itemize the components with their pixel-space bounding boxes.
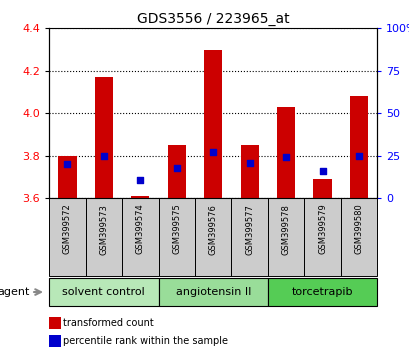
- Bar: [276, 107, 294, 198]
- Text: angiotensin II: angiotensin II: [175, 287, 250, 297]
- Text: GSM399579: GSM399579: [317, 204, 326, 255]
- Text: solvent control: solvent control: [62, 287, 145, 297]
- Bar: [303, 198, 340, 276]
- Bar: [267, 198, 303, 276]
- Point: [282, 155, 289, 160]
- Text: GSM399578: GSM399578: [281, 204, 290, 255]
- Text: GSM399577: GSM399577: [245, 204, 254, 255]
- Bar: [312, 179, 331, 198]
- Bar: [49, 317, 61, 329]
- Point: [246, 160, 252, 165]
- Bar: [122, 198, 158, 276]
- Bar: [85, 198, 122, 276]
- Text: GSM399572: GSM399572: [63, 204, 72, 255]
- Text: GSM399580: GSM399580: [354, 204, 363, 255]
- Point: [355, 153, 362, 159]
- Point: [173, 165, 180, 171]
- Bar: [195, 198, 231, 276]
- Point: [64, 161, 70, 167]
- Bar: [131, 196, 149, 198]
- Bar: [58, 156, 76, 198]
- Text: torcetrapib: torcetrapib: [291, 287, 353, 297]
- Bar: [158, 198, 195, 276]
- Bar: [49, 335, 61, 347]
- Text: percentile rank within the sample: percentile rank within the sample: [63, 336, 227, 346]
- Text: GSM399575: GSM399575: [172, 204, 181, 255]
- Bar: [49, 278, 158, 306]
- Bar: [267, 278, 376, 306]
- Text: GSM399573: GSM399573: [99, 204, 108, 255]
- Bar: [94, 77, 113, 198]
- Title: GDS3556 / 223965_at: GDS3556 / 223965_at: [137, 12, 289, 26]
- Text: GSM399574: GSM399574: [135, 204, 144, 255]
- Bar: [231, 198, 267, 276]
- Point: [100, 153, 107, 159]
- Text: agent: agent: [0, 287, 29, 297]
- Bar: [204, 50, 222, 198]
- Bar: [158, 278, 267, 306]
- Bar: [49, 198, 85, 276]
- Bar: [349, 96, 367, 198]
- Point: [209, 149, 216, 155]
- Text: transformed count: transformed count: [63, 318, 153, 328]
- Text: GSM399576: GSM399576: [208, 204, 217, 255]
- Bar: [167, 145, 185, 198]
- Point: [319, 168, 325, 174]
- Bar: [240, 145, 258, 198]
- Point: [137, 177, 143, 182]
- Bar: [340, 198, 376, 276]
